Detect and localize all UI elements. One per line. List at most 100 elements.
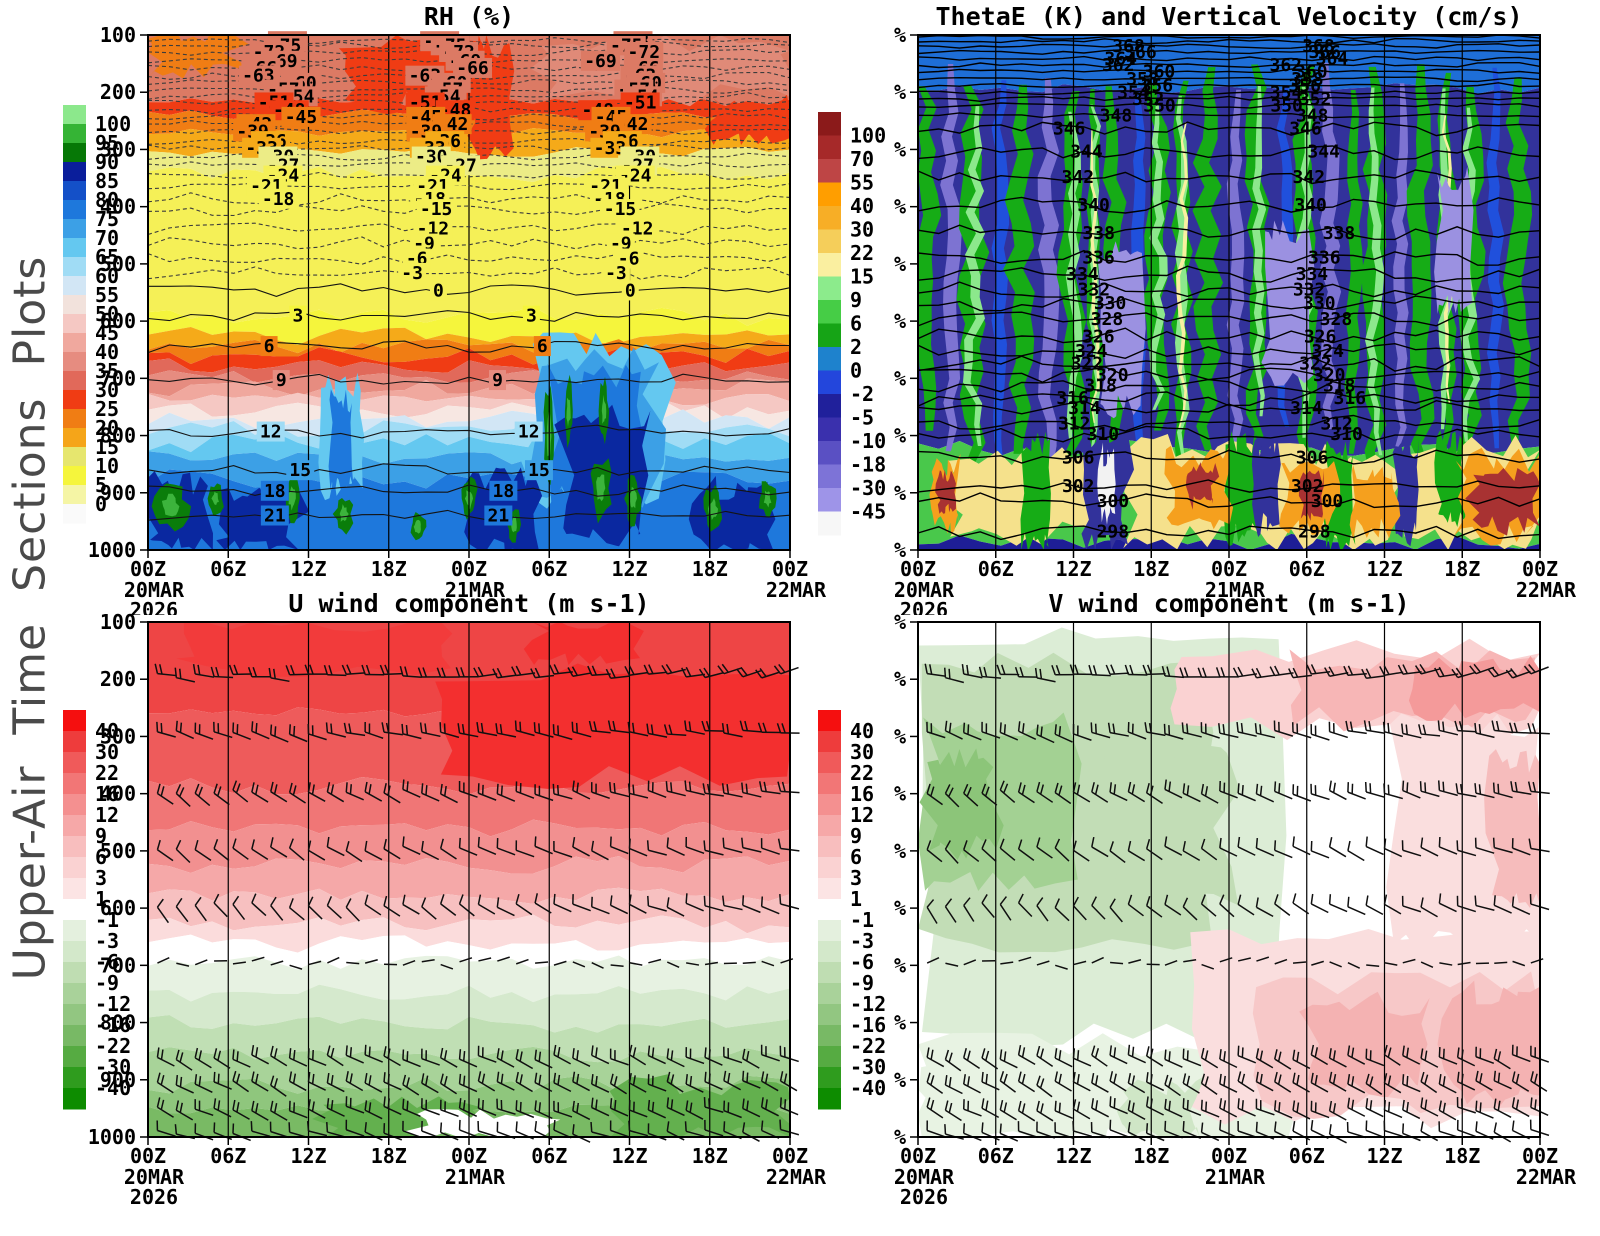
svg-text:%: %	[894, 366, 906, 390]
svg-text:22: 22	[850, 761, 874, 785]
svg-text:330: 330	[1094, 293, 1127, 314]
svg-text:350: 350	[1143, 96, 1176, 117]
svg-text:0: 0	[433, 280, 444, 301]
svg-text:%: %	[894, 1011, 906, 1035]
svg-text:12Z: 12Z	[1366, 1144, 1402, 1168]
svg-text:22MAR: 22MAR	[1516, 1165, 1577, 1189]
svg-text:%: %	[894, 309, 906, 333]
svg-text:356: 356	[1288, 75, 1321, 96]
svg-text:6: 6	[850, 845, 862, 869]
svg-text:06Z: 06Z	[1289, 557, 1325, 581]
svg-text:18: 18	[264, 481, 286, 502]
svg-text:12Z: 12Z	[611, 557, 647, 581]
svg-text:6: 6	[850, 312, 862, 336]
svg-text:00Z: 00Z	[130, 1144, 166, 1168]
svg-text:9: 9	[850, 824, 862, 848]
svg-text:-12: -12	[850, 992, 886, 1016]
wind-barbs	[154, 663, 800, 1143]
panel-rh: RH (%) -78-78-78-75-75-75-72-72-72-69-69…	[40, 0, 840, 615]
svg-text:352: 352	[1299, 89, 1332, 110]
svg-text:00Z: 00Z	[1522, 1144, 1558, 1168]
svg-text:90: 90	[95, 150, 119, 174]
svg-text:-45: -45	[285, 107, 318, 128]
svg-text:-15: -15	[604, 199, 637, 220]
svg-text:%: %	[894, 137, 906, 161]
svg-text:22MAR: 22MAR	[1516, 578, 1577, 602]
svg-text:-18: -18	[262, 189, 295, 210]
svg-text:-45: -45	[850, 500, 886, 524]
svg-text:306: 306	[1296, 447, 1329, 468]
svg-text:322: 322	[1299, 354, 1332, 375]
svg-text:600: 600	[100, 896, 136, 920]
svg-text:344: 344	[1070, 141, 1103, 162]
svg-text:312: 312	[1320, 413, 1353, 434]
svg-text:16: 16	[95, 782, 119, 806]
svg-text:12Z: 12Z	[1055, 557, 1091, 581]
svg-text:-2: -2	[850, 382, 874, 406]
svg-text:12Z: 12Z	[290, 557, 326, 581]
svg-text:21: 21	[487, 505, 509, 526]
svg-text:298: 298	[1097, 521, 1130, 542]
svg-text:3: 3	[850, 866, 862, 890]
svg-text:00Z: 00Z	[900, 557, 936, 581]
svg-text:354: 354	[1270, 83, 1303, 104]
svg-text:70: 70	[95, 226, 119, 250]
svg-text:35: 35	[95, 359, 119, 383]
svg-text:-3: -3	[401, 263, 423, 284]
svg-text:40: 40	[850, 194, 874, 218]
axes: %%%%%%%%%%00Z 06Z 12Z 18Z 00Z 06Z 12Z 18Z 00Z20M…	[894, 23, 1577, 615]
svg-text:0: 0	[95, 492, 107, 516]
svg-text:20MAR: 20MAR	[894, 1165, 955, 1189]
svg-text:0: 0	[850, 359, 862, 383]
svg-text:348: 348	[1100, 105, 1133, 126]
svg-text:2026: 2026	[900, 598, 948, 615]
svg-text:342: 342	[1062, 167, 1095, 188]
svg-text:%: %	[894, 252, 906, 276]
svg-text:364: 364	[1104, 49, 1137, 70]
svg-text:12: 12	[260, 422, 282, 443]
svg-text:316: 316	[1056, 388, 1089, 409]
svg-text:344: 344	[1307, 141, 1340, 162]
panel-thetae: ThetaE (K) and Vertical Velocity (cm/s) …	[800, 0, 1600, 615]
svg-text:3: 3	[293, 306, 304, 327]
svg-text:20MAR: 20MAR	[894, 578, 955, 602]
svg-text:800: 800	[100, 1011, 136, 1035]
svg-text:346: 346	[1053, 119, 1086, 140]
panel-title-rh: RH (%)	[423, 2, 515, 31]
svg-text:-22: -22	[95, 1034, 131, 1058]
svg-text:326: 326	[1304, 326, 1337, 347]
svg-text:22MAR: 22MAR	[766, 578, 827, 602]
svg-text:-30: -30	[850, 1055, 886, 1079]
svg-text:-9: -9	[95, 971, 119, 995]
v-svg: %%%%%%%%%%00Z 06Z 12Z 18Z 00Z 06Z 12Z 18Z 00Z20M…	[818, 610, 1577, 1209]
svg-text:-1: -1	[95, 908, 119, 932]
svg-text:%: %	[894, 896, 906, 920]
svg-text:500: 500	[100, 839, 136, 863]
svg-text:20MAR: 20MAR	[124, 1165, 185, 1189]
svg-text:6: 6	[537, 336, 548, 357]
svg-text:100: 100	[95, 112, 131, 136]
svg-text:2026: 2026	[130, 1185, 178, 1209]
svg-text:15: 15	[95, 435, 119, 459]
svg-text:-3: -3	[605, 263, 627, 284]
svg-text:800: 800	[100, 424, 136, 448]
svg-text:334: 334	[1296, 264, 1329, 285]
svg-text:298: 298	[1298, 521, 1331, 542]
rh-plot: -78-78-78-75-75-75-72-72-72-69-69-69-66-…	[40, 0, 840, 615]
svg-text:06Z: 06Z	[210, 1144, 246, 1168]
svg-text:302: 302	[1062, 476, 1095, 497]
svg-text:1: 1	[850, 887, 862, 911]
svg-text:-1: -1	[850, 908, 874, 932]
svg-text:-6: -6	[95, 950, 119, 974]
svg-text:330: 330	[1303, 293, 1336, 314]
svg-text:12: 12	[95, 803, 119, 827]
svg-text:3: 3	[95, 866, 107, 890]
svg-text:336: 336	[1308, 247, 1341, 268]
svg-text:-30: -30	[95, 1055, 131, 1079]
svg-text:00Z: 00Z	[451, 557, 487, 581]
svg-text:%: %	[894, 724, 906, 748]
svg-text:900: 900	[100, 1068, 136, 1092]
